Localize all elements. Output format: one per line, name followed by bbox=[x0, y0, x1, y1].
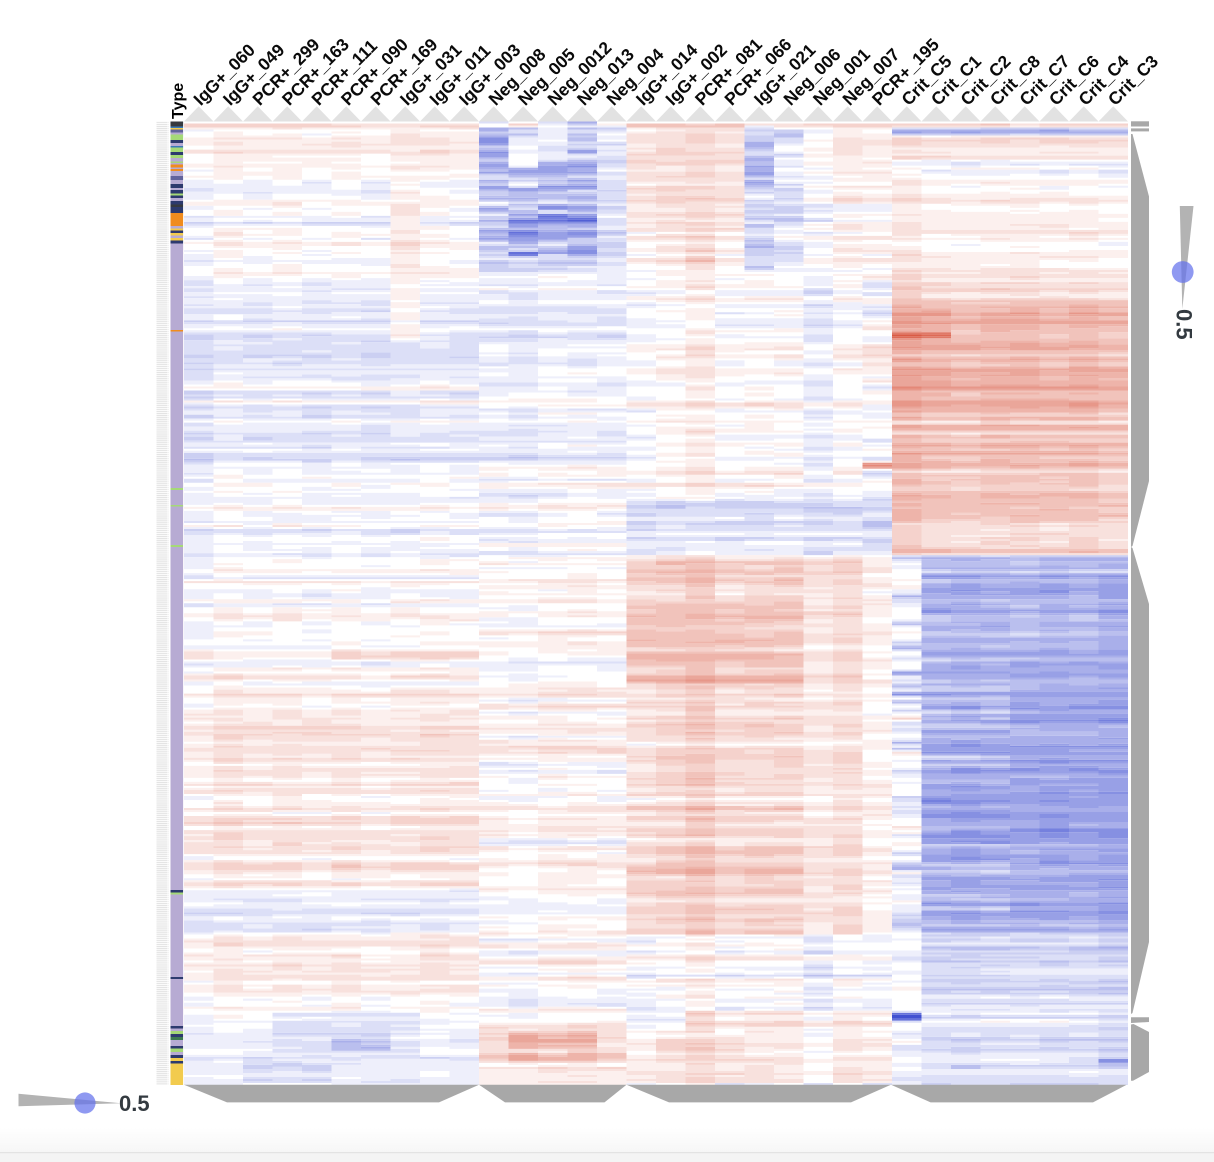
svg-text:Type: Type bbox=[170, 83, 187, 119]
svg-text:0.5: 0.5 bbox=[119, 1091, 150, 1116]
svg-text:0.5: 0.5 bbox=[1172, 309, 1197, 340]
